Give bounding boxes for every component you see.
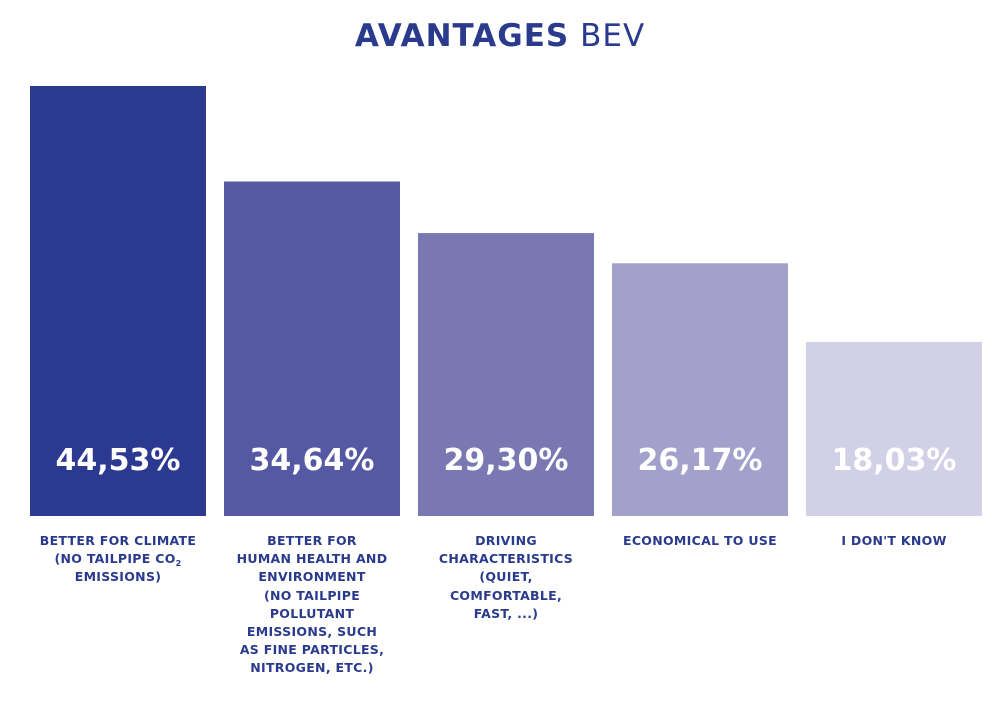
category-label-line: CHARACTERISTICS: [418, 550, 594, 568]
category-label-text: ENVIRONMENT: [258, 569, 366, 585]
category-label-line: COMFORTABLE,: [418, 587, 594, 605]
category-label-line: AS FINE PARTICLES,: [224, 641, 400, 659]
category-label-text: AS FINE PARTICLES,: [239, 642, 385, 658]
category-label-text: BETTER FOR: [267, 533, 357, 548]
bar-value-label-1: 44,53%: [56, 443, 181, 478]
category-label-line: HUMAN HEALTH AND: [224, 550, 400, 568]
category-label-line: DRIVING: [418, 532, 594, 550]
category-label-line: POLLUTANT: [224, 605, 400, 623]
category-label-text: DRIVING: [475, 533, 537, 548]
category-label-text: HUMAN HEALTH AND: [236, 551, 388, 567]
bar-value-label-4: 26,17%: [638, 443, 763, 478]
category-label-line: BETTER FOR: [224, 532, 400, 550]
category-label-text: (NO TAILPIPE: [263, 587, 361, 603]
category-label-text: EMISSIONS, SUCH: [246, 624, 378, 640]
category-label-text: (QUIET,: [479, 569, 533, 585]
category-label-text: I DON'T KNOW: [841, 533, 947, 548]
category-label-5: I DON'T KNOW: [806, 532, 982, 550]
bar-value-label-2: 34,64%: [250, 443, 375, 478]
chart-title-light: BEV: [580, 18, 646, 54]
category-label-line: ENVIRONMENT: [224, 568, 400, 586]
category-label-2: BETTER FOR HUMAN HEALTH AND ENVIRONMENT (NO…: [224, 532, 400, 678]
category-label-text: CHARACTERISTICS: [438, 551, 574, 567]
category-label-text: BETTER FOR CLIMATE: [39, 533, 197, 548]
category-label-line: (NO TAILPIPE CO2: [30, 550, 206, 568]
chart-title: AVANTAGES BEV: [0, 14, 1000, 58]
bar-1: [30, 86, 206, 516]
category-label-line: ECONOMICAL TO USE: [612, 532, 788, 550]
category-label-text: NITROGEN, ETC.): [250, 660, 374, 676]
category-label-subscript: 2: [175, 559, 182, 569]
category-label-line: (NO TAILPIPE: [224, 587, 400, 605]
category-label-1: BETTER FOR CLIMATE (NO TAILPIPE CO2 EMISSI…: [30, 532, 206, 587]
category-label-text: POLLUTANT: [269, 605, 355, 621]
category-label-line: I DON'T KNOW: [806, 532, 982, 550]
category-label-text: EMISSIONS): [74, 569, 162, 585]
category-label-text: (NO TAILPIPE CO: [54, 551, 176, 567]
category-label-text: COMFORTABLE,: [449, 587, 563, 603]
category-label-3: DRIVING CHARACTERISTICS (QUIET, COMFORTABLE…: [418, 532, 594, 623]
bar-5: [806, 341, 982, 516]
category-label-line: FAST, ...): [418, 605, 594, 623]
bar-value-label-3: 29,30%: [444, 443, 569, 478]
category-label-line: NITROGEN, ETC.): [224, 659, 400, 677]
bar-4: [612, 263, 788, 516]
bar-value-label-5: 18,03%: [832, 443, 957, 478]
chart-title-bold: AVANTAGES: [354, 18, 570, 54]
category-label-line: EMISSIONS, SUCH: [224, 623, 400, 641]
category-label-text: FAST, ...): [473, 605, 539, 621]
category-label-line: (QUIET,: [418, 568, 594, 586]
bar-2: [224, 181, 400, 517]
category-label-text: ECONOMICAL TO USE: [623, 533, 777, 548]
category-label-4: ECONOMICAL TO USE: [612, 532, 788, 550]
bar-3: [418, 233, 594, 516]
category-label-line: BETTER FOR CLIMATE: [30, 532, 206, 550]
category-label-line: EMISSIONS): [30, 568, 206, 586]
